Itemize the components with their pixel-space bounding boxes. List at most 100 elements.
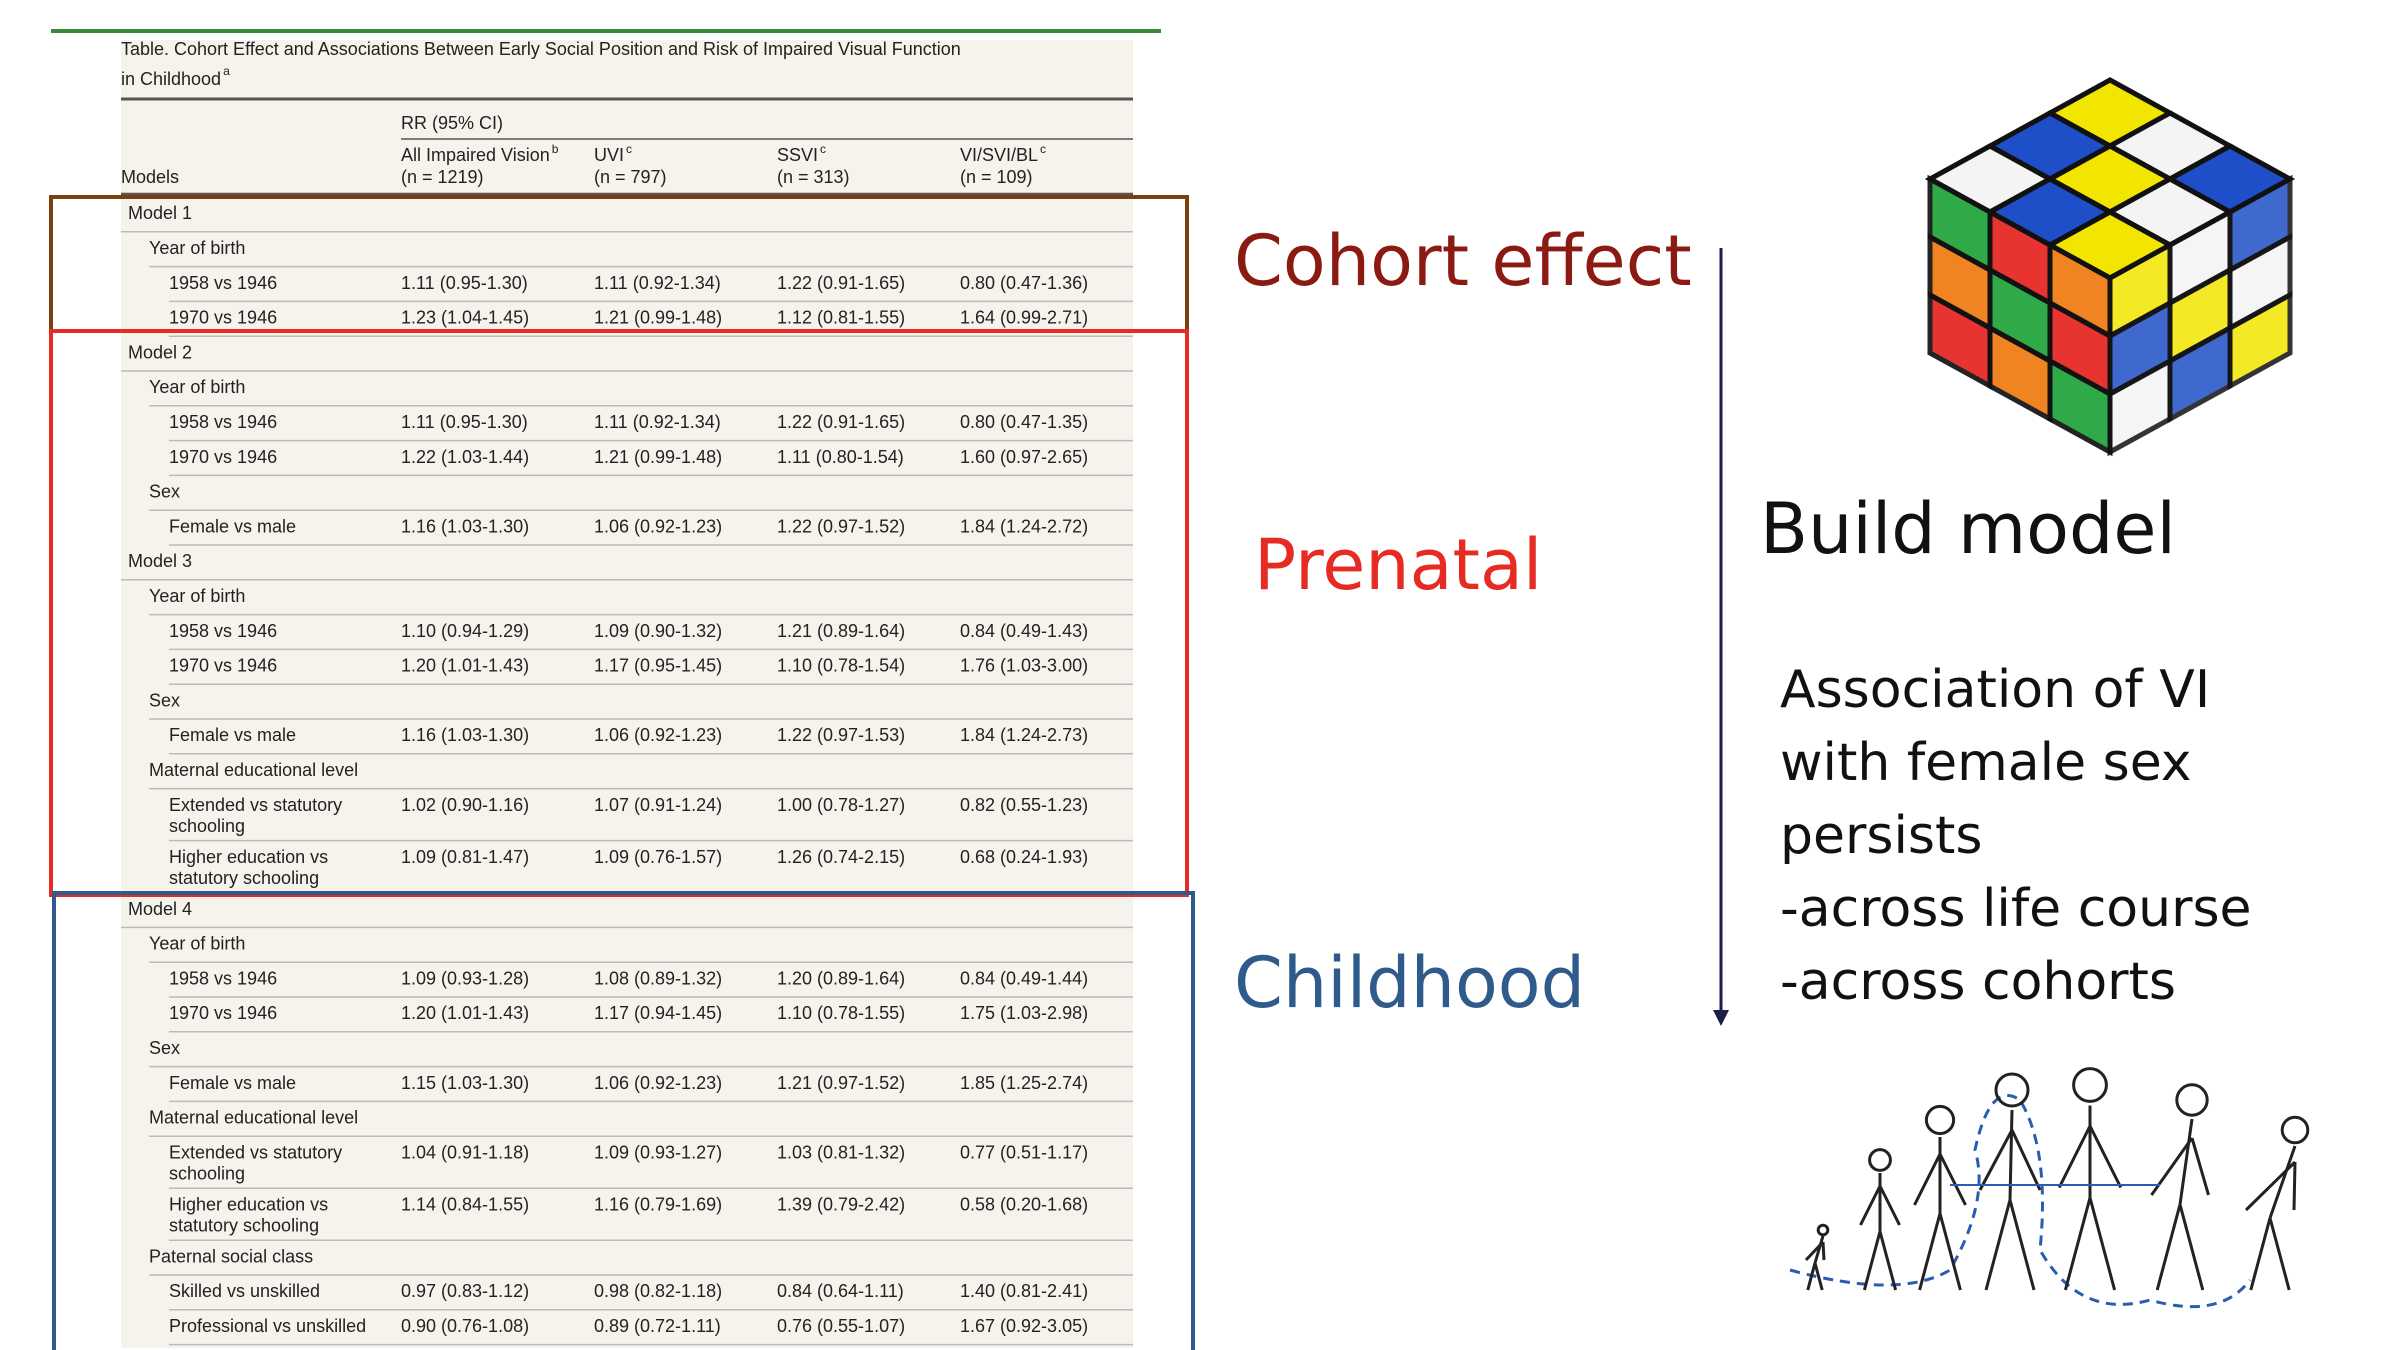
figure-arm [2190,1137,2210,1196]
figure-arm [1804,1240,1825,1262]
group-name: Maternal educational level [149,1108,358,1128]
row-label: Female vs male [169,516,296,536]
cell: 1.17 (0.95-1.45) [594,656,722,676]
row-label: 1970 vs 1946 [169,308,277,328]
group-name: Sex [149,482,180,502]
figure-body [2008,1109,2014,1201]
cell: 1.10 (0.78-1.54) [777,656,905,676]
cell: 1.00 (0.78-1.27) [777,795,905,815]
cell: 1.20 (0.89-1.64) [777,968,905,988]
figure-head [1868,1148,1892,1172]
cell: 1.23 (1.04-1.45) [401,308,529,328]
cell: 1.11 (0.80-1.54) [777,447,904,467]
association-line: -across life course [1780,879,2252,939]
cell: 0.97 (0.83-1.12) [401,1281,529,1301]
figure-arm [2088,1125,2123,1189]
row-label: 1958 vs 1946 [169,273,277,293]
row-label: 1970 vs 1946 [169,656,277,676]
prenatal-label: Prenatal [1254,524,1542,606]
cell: 1.21 (0.97-1.52) [777,1073,905,1093]
cell: 0.80 (0.47-1.36) [960,273,1088,293]
figure-arm [1978,1129,2014,1191]
row-label: Extended vs statutory [169,1142,342,1162]
association-text: Association of VI with female sex persists… [1780,660,2252,1012]
group-name: Year of birth [149,377,245,397]
figure-leg [2249,1217,2272,1291]
cell: 1.09 (0.90-1.32) [594,621,722,641]
life-path [1789,1094,2252,1309]
cell: 1.21 (0.89-1.64) [777,621,905,641]
cell: 1.17 (0.94-1.45) [594,1003,722,1023]
figure-body [2178,1118,2194,1205]
cell: 0.77 (0.51-1.17) [960,1142,1088,1162]
model-name: Model 1 [128,203,192,223]
row-label: 1970 vs 1946 [169,1003,277,1023]
caption-line: Table. Cohort Effect and Associations Be… [121,39,961,59]
figure-leg [2268,1217,2291,1291]
cell: 1.16 (0.79-1.69) [594,1194,722,1214]
model-name: Model 3 [128,551,192,571]
figure-arm [2057,1125,2092,1189]
cell: 1.21 (0.99-1.48) [594,447,722,467]
figure-body [1813,1235,1825,1264]
cell: 0.76 (0.55-1.07) [777,1316,905,1336]
cell: 1.15 (1.03-1.30) [401,1073,529,1093]
figure-arm [2244,1160,2297,1212]
cell: 1.11 (0.95-1.30) [401,412,528,432]
figure-head [1924,1104,1956,1136]
group-name: Year of birth [149,586,245,606]
table-background [121,40,1133,1348]
column-name: UVI [594,145,624,165]
cell: 1.10 (0.94-1.29) [401,621,529,641]
cell: 1.64 (0.99-2.71) [960,308,1088,328]
figure-arm [2010,1129,2042,1191]
model-name: Model 2 [128,342,192,362]
figure-head [1994,1072,2030,1108]
model-name: Model 4 [128,899,192,919]
figure-arm [1913,1153,1942,1206]
figure-head [2072,1067,2108,1103]
figure-leg [2088,1197,2117,1291]
row-label: Female vs male [169,1073,296,1093]
cell: 1.85 (1.25-2.74) [960,1073,1088,1093]
column-note: c [1040,142,1046,156]
cell: 0.90 (0.76-1.08) [401,1316,529,1336]
cell: 1.06 (0.92-1.23) [594,725,722,745]
group-name: Year of birth [149,934,245,954]
cell: 1.03 (0.81-1.32) [777,1142,905,1162]
childhood-box [52,891,1195,1350]
childhood-label: Childhood [1234,942,1585,1024]
cell: 1.11 (0.92-1.34) [594,273,721,293]
figure-leg [1862,1231,1882,1291]
cell: 1.10 (0.78-1.55) [777,1003,905,1023]
column-note: b [552,142,559,156]
cell: 1.22 (0.91-1.65) [777,412,905,432]
figure-leg [2155,1204,2182,1291]
figure-arm [1878,1185,1901,1226]
cell: 0.84 (0.49-1.44) [960,968,1088,988]
cell: 1.11 (0.92-1.34) [594,412,721,432]
row-label: 1958 vs 1946 [169,621,277,641]
row-label: Higher education vs [169,1194,328,1214]
column-n: (n = 1219) [401,167,484,187]
cell: 1.04 (0.91-1.18) [401,1142,529,1162]
row-label: 1958 vs 1946 [169,968,277,988]
cell: 0.84 (0.64-1.11) [777,1281,904,1301]
cell: 1.02 (0.90-1.16) [401,795,529,815]
cell: 1.06 (0.92-1.23) [594,516,722,536]
association-line: persists [1780,806,1983,866]
figure-leg [1918,1213,1942,1291]
column-note: c [820,142,826,156]
row-label: 1970 vs 1946 [169,447,277,467]
association-line: Association of VI [1780,660,2210,720]
figure-arm [2292,1161,2297,1211]
figure-leg [2063,1197,2092,1291]
figure-leg [2178,1204,2205,1291]
group-name: Sex [149,690,180,710]
cell: 1.22 (1.03-1.44) [401,447,529,467]
cell: 0.68 (0.24-1.93) [960,847,1088,867]
row-label: schooling [169,816,245,836]
row-label: Higher education vs [169,847,328,867]
column-name: VI/SVI/BL [960,145,1038,165]
cell: 0.89 (0.72-1.11) [594,1316,721,1336]
